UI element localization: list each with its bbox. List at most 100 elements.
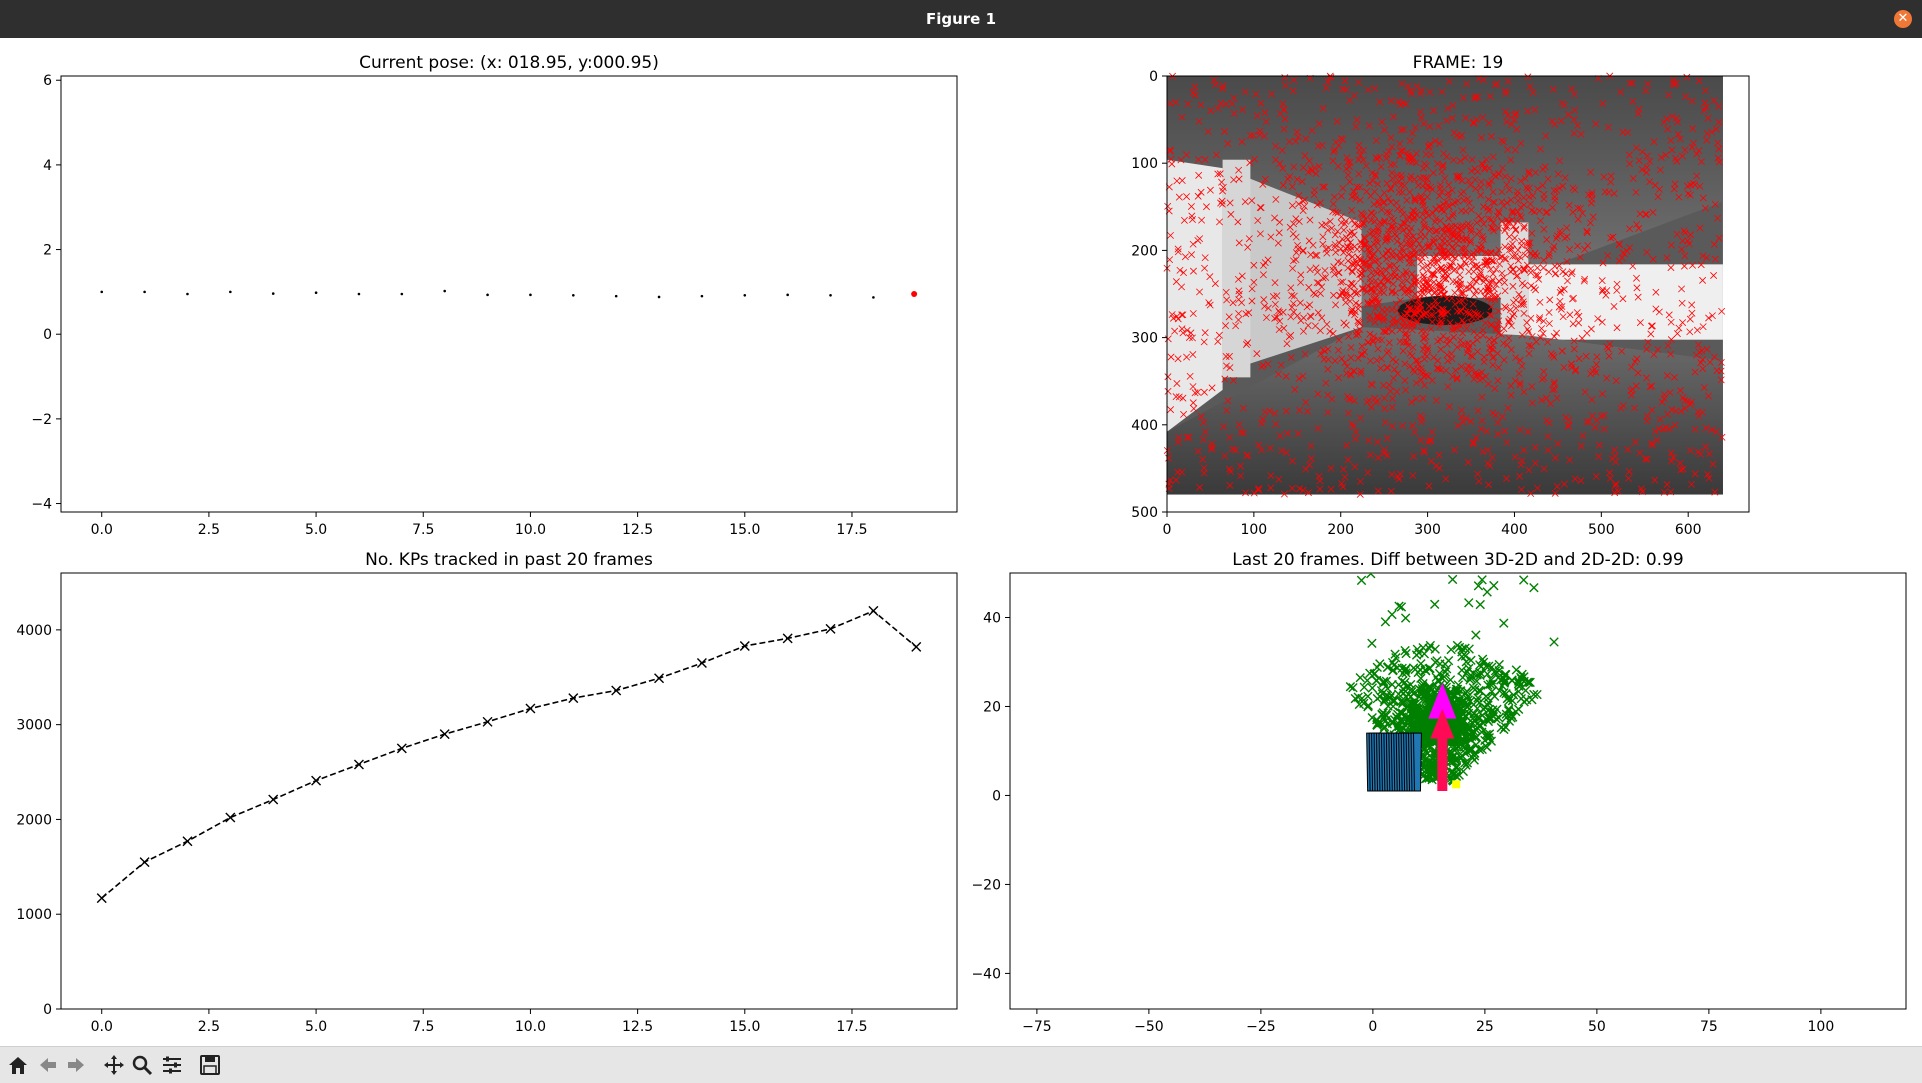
forward-icon[interactable] [64,1053,88,1077]
keypoint-marker [1464,220,1472,228]
keypoint-marker [1256,203,1264,211]
keypoint-marker [1439,275,1447,283]
keypoint-marker [1404,334,1412,342]
keypoint-marker [1292,137,1300,145]
keypoint-marker [1390,315,1397,323]
keypoint-marker [1391,272,1399,280]
keypoint-marker [1509,252,1517,260]
keypoint-marker [1693,150,1701,158]
keypoint-marker [1251,155,1259,163]
keypoint-marker [1425,212,1432,220]
keypoint-marker [1393,232,1401,240]
keypoint-marker [1189,334,1196,342]
keypoint-marker [1463,325,1471,333]
keypoint-marker [1465,268,1473,276]
keypoint-marker [1356,326,1364,333]
keypoint-marker [1469,438,1477,446]
keypoint-marker [1261,302,1269,310]
landmark-marker [1403,715,1413,725]
keypoint-marker [1184,100,1192,108]
keypoint-marker [1421,223,1429,231]
keypoint-marker [1569,320,1577,328]
keypoint-marker [1319,183,1327,191]
landmark-marker [1355,672,1365,683]
keypoint-marker [1472,278,1480,286]
keypoint-marker [1701,204,1709,212]
save-icon[interactable] [198,1053,222,1077]
keypoint-marker [1669,454,1677,462]
keypoint-marker [1348,420,1356,428]
keypoint-marker [1272,420,1280,428]
keypoint-marker [1287,331,1295,339]
back-icon[interactable] [36,1053,60,1077]
keypoint-marker [1711,200,1719,208]
keypoint-marker [1665,311,1673,319]
keypoint-marker [1477,134,1485,142]
keypoint-marker [1485,181,1493,189]
keypoint-marker [1315,279,1323,287]
close-icon[interactable]: ✕ [1894,10,1912,28]
keypoint-marker [1453,224,1461,231]
keypoint-marker [1533,484,1541,492]
keypoint-marker [1299,246,1307,254]
configure-icon[interactable] [160,1053,184,1077]
keypoint-marker [1384,276,1392,284]
landmark-marker [1490,666,1501,676]
keypoint-marker [1551,270,1559,278]
keypoint-marker [1357,351,1365,359]
keypoint-marker [1526,184,1534,192]
keypoint-marker [1225,352,1233,360]
keypoint-marker [1631,358,1639,366]
keypoint-marker [1559,313,1567,321]
keypoint-marker [1348,228,1356,236]
keypoint-marker [1526,83,1534,91]
keypoint-marker [1350,397,1358,405]
keypoint-marker [1694,408,1702,416]
keypoint-marker [1457,363,1465,371]
keypoint-marker [1396,101,1404,109]
keypoint-marker [1305,237,1313,245]
landmark-marker [1519,676,1529,687]
keypoint-marker [1536,207,1543,215]
x-tick-label: 0 [1368,1019,1377,1035]
keypoint-marker [1314,390,1322,398]
keypoint-marker [1293,175,1301,183]
keypoint-marker [1449,373,1457,381]
essential-arrow [1437,728,1448,791]
landmark-marker [1549,637,1559,647]
keypoint-marker [1384,230,1392,238]
keypoint-marker [1668,146,1676,154]
keypoint-marker [1449,230,1457,238]
keypoint-marker [1392,199,1400,207]
keypoint-marker [1684,190,1692,198]
keypoint-marker [1430,107,1438,115]
home-icon[interactable] [6,1053,30,1077]
keypoint-marker [1443,351,1451,359]
keypoint-marker [1684,182,1691,190]
zoom-icon[interactable] [130,1053,154,1077]
keypoint-marker [1469,339,1477,347]
keypoint-marker [1331,146,1339,154]
axes-frame [1009,572,1907,1010]
landmark-marker [1499,724,1509,735]
keypoint-marker [1400,319,1408,327]
keypoint-marker [1604,252,1612,260]
landmark-marker [1401,668,1411,678]
keypoint-marker [1632,144,1640,152]
keypoint-marker [1613,286,1621,294]
keypoint-marker [1282,407,1290,415]
pan-icon[interactable] [102,1053,126,1077]
keypoint-marker [1357,369,1365,377]
kps-marker [139,857,150,868]
landmark-marker [1395,716,1406,727]
landmark-marker [1475,670,1485,681]
keypoint-marker [1226,434,1234,442]
keypoint-marker [1406,188,1414,196]
keypoint-marker [1671,81,1678,89]
keypoint-marker [1494,419,1502,427]
keypoint-marker [1489,276,1497,284]
keypoint-marker [1389,355,1397,363]
keypoint-marker [1455,251,1463,259]
keypoint-marker [1414,319,1422,327]
keypoint-marker [1199,436,1207,444]
